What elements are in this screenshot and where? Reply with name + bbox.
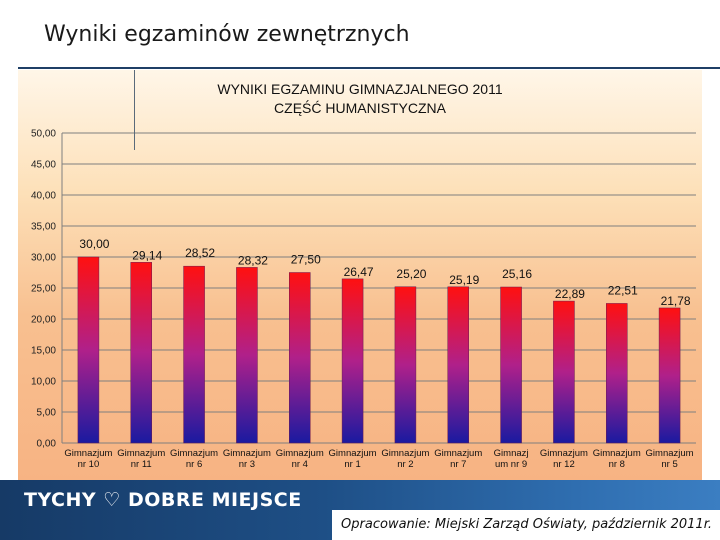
y-tick-label: 25,00 [31, 284, 56, 295]
logo-part-dobre-miejsce: DOBRE MIEJSCE [127, 489, 302, 511]
y-tick-label: 30,00 [31, 253, 56, 264]
y-tick-label: 45,00 [31, 160, 56, 171]
data-label: 28,32 [238, 253, 268, 267]
x-tick-label: Gimnazjum [276, 448, 324, 459]
bar [341, 278, 364, 444]
x-tick-label: nr 6 [186, 459, 202, 470]
x-tick-label: Gimnazjum [540, 448, 588, 459]
bar [289, 272, 311, 444]
y-tick-label: 10,00 [31, 377, 56, 388]
x-tick-label: nr 10 [78, 459, 100, 470]
y-tick-label: 15,00 [31, 346, 56, 357]
y-tick-label: 0,00 [37, 439, 57, 450]
x-tick-label: Gimnazjum [170, 448, 218, 459]
data-label: 26,47 [344, 265, 374, 279]
x-tick-label: nr 4 [292, 459, 308, 470]
logo-part-tychy: TYCHY [24, 489, 97, 511]
x-tick-label: um nr 9 [495, 459, 527, 470]
slide-title: Wyniki egzaminów zewnętrznych [44, 22, 410, 47]
bar [447, 286, 469, 444]
logo-heart-icon: ♡ [103, 489, 121, 511]
x-tick-label: Gimnazjum [434, 448, 482, 459]
data-label: 22,51 [608, 283, 638, 297]
bar [394, 286, 417, 444]
x-tick-label: nr 5 [661, 459, 677, 470]
x-tick-label: nr 7 [450, 459, 466, 470]
bar [500, 286, 522, 444]
data-label: 21,78 [661, 294, 691, 308]
data-label: 30,00 [79, 237, 109, 251]
data-label: 29,14 [132, 248, 162, 262]
data-label: 22,89 [555, 287, 585, 301]
y-tick-label: 35,00 [31, 222, 56, 233]
bar [553, 300, 575, 444]
bar [606, 303, 628, 444]
data-label: 25,20 [396, 267, 426, 281]
y-tick-label: 5,00 [37, 408, 57, 419]
chart-title-line1: WYNIKI EGZAMINU GIMNAZJALNEGO 2011 [217, 81, 502, 97]
x-tick-label: nr 8 [609, 459, 625, 470]
bar-chart: WYNIKI EGZAMINU GIMNAZJALNEGO 2011 CZĘŚĆ… [31, 81, 696, 470]
x-tick-label: Gimnazjum [381, 448, 429, 459]
source-note: Opracowanie: Miejski Zarząd Oświaty, paź… [341, 517, 712, 532]
y-tick-label: 40,00 [31, 191, 56, 202]
x-tick-label: Gimnazjum [223, 448, 271, 459]
chart-area: WYNIKI EGZAMINU GIMNAZJALNEGO 2011 CZĘŚĆ… [18, 70, 702, 480]
x-tick-label: nr 3 [239, 459, 255, 470]
x-tick-label: Gimnazjum [593, 448, 641, 459]
footer-source-panel [332, 510, 720, 540]
x-tick-label: Gimnazjum [117, 448, 165, 459]
y-tick-label: 50,00 [31, 129, 56, 140]
data-label: 25,16 [502, 267, 532, 281]
x-tick-label: Gimnazjum [64, 448, 112, 459]
bar [183, 265, 205, 444]
bar [77, 256, 100, 444]
x-tick-label: nr 1 [344, 459, 360, 470]
bar [658, 307, 681, 444]
y-tick-label: 20,00 [31, 315, 56, 326]
x-tick-label: Gimnazj [494, 448, 529, 459]
bar [130, 262, 152, 444]
x-tick-label: nr 11 [131, 459, 152, 470]
data-label: 28,52 [185, 246, 215, 260]
tychy-logo: TYCHY ♡ DOBRE MIEJSCE [24, 489, 302, 511]
data-label: 27,50 [291, 253, 321, 267]
x-tick-label: nr 2 [397, 459, 413, 470]
title-divider [18, 67, 720, 69]
bar [236, 267, 258, 444]
x-tick-label: Gimnazjum [329, 448, 377, 459]
footer-band: TYCHY ♡ DOBRE MIEJSCE Opracowanie: Miejs… [0, 480, 720, 540]
vertical-divider [134, 70, 135, 150]
chart-title-line2: CZĘŚĆ HUMANISTYCZNA [274, 99, 447, 116]
data-label: 25,19 [449, 273, 479, 287]
x-tick-label: Gimnazjum [646, 448, 694, 459]
x-tick-label: nr 12 [553, 459, 575, 470]
